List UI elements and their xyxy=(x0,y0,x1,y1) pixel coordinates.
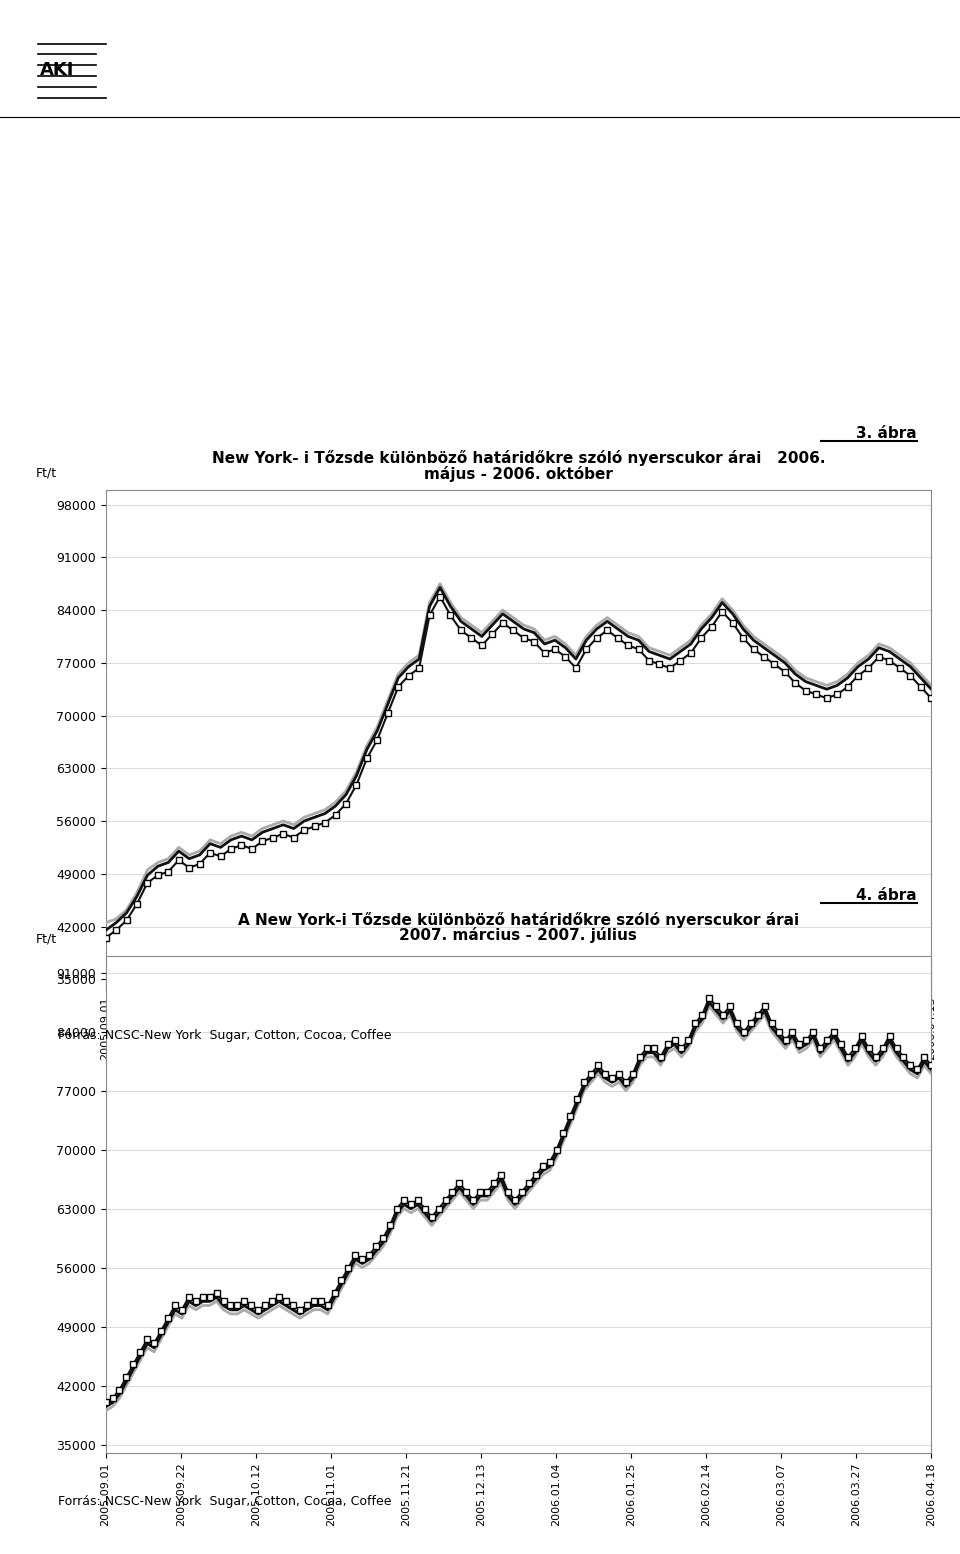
Text: AKI: AKI xyxy=(40,61,75,79)
Text: New York- i Tőzsde különböző határidőkre szóló nyerscukor árai   2006.: New York- i Tőzsde különböző határidőkre… xyxy=(211,451,826,466)
Text: Forrás: NCSC-New York  Sugar, Cotton, Cocoa, Coffee: Forrás: NCSC-New York Sugar, Cotton, Coc… xyxy=(58,1029,391,1041)
Text: 4. ábra: 4. ábra xyxy=(856,887,917,903)
Text: A New York-i Tőzsde különböző határidőkre szóló nyerscukor árai: A New York-i Tőzsde különböző határidőkr… xyxy=(238,912,799,928)
Legend: 2006. május, 2006. július, 2006. október: 2006. május, 2006. július, 2006. október xyxy=(307,1186,730,1209)
Text: Forrás: NCSC-New York  Sugar, Cotton, Cocoa, Coffee: Forrás: NCSC-New York Sugar, Cotton, Coc… xyxy=(58,1495,391,1507)
Text: Ft/t: Ft/t xyxy=(36,466,57,480)
Text: Ft/t: Ft/t xyxy=(36,932,57,946)
X-axis label: jegyzés ideje: jegyzés ideje xyxy=(477,1136,560,1150)
Text: 2007. március - 2007. július: 2007. március - 2007. július xyxy=(399,928,637,943)
Text: 3. ábra: 3. ábra xyxy=(856,426,917,441)
Text: május - 2006. október: május - 2006. október xyxy=(424,466,612,482)
